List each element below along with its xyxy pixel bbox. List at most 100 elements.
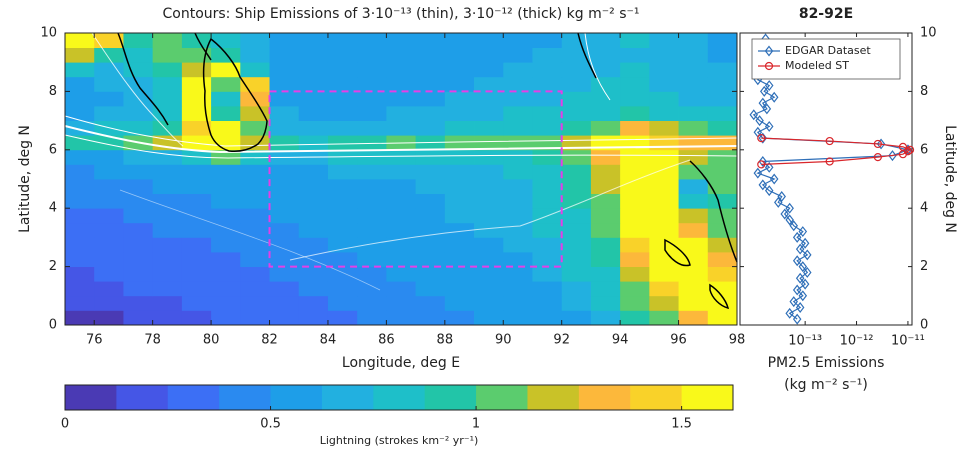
colorbar-frame [64, 384, 734, 411]
heatmap-cell [444, 179, 475, 194]
heatmap-cell [211, 193, 241, 209]
heatmap-cell [269, 208, 300, 224]
heatmap-cell [269, 76, 300, 92]
heatmap-cell [444, 164, 475, 180]
heatmap-cell [94, 62, 124, 78]
heatmap-cell [590, 164, 621, 180]
heatmap-cell [590, 149, 621, 165]
heatmap-cell [181, 135, 212, 151]
data-point [774, 196, 783, 208]
heatmap-cell [444, 62, 475, 78]
heatmap-cell [94, 208, 124, 224]
heatmap-cell [65, 106, 95, 121]
heatmap-cell [474, 310, 504, 326]
heatmap-cell [649, 222, 679, 238]
heatmap-cell [415, 33, 446, 48]
heatmap-cell [94, 222, 124, 238]
heatmap-cell [415, 237, 446, 253]
data-point [825, 157, 834, 166]
chart-title: 82-92E [799, 6, 853, 22]
heatmap-cell [211, 33, 241, 48]
heatmap-cell [298, 237, 329, 253]
heatmap-cell [94, 310, 124, 326]
heatmap-cell [503, 106, 533, 121]
data-point [789, 296, 799, 308]
y-tick-label: 10 [40, 26, 57, 41]
heatmap-cell [620, 295, 650, 311]
legend-marker [764, 45, 774, 57]
colorbar-tick-label: 1 [472, 417, 480, 432]
heatmap-cell [240, 33, 270, 48]
heatmap-cell [152, 33, 183, 48]
heatmap-cell [211, 62, 241, 78]
data-point [795, 302, 805, 313]
x-tick-label: 90 [495, 333, 512, 348]
heatmap-cell [532, 164, 563, 180]
heatmap-cell [532, 91, 563, 107]
x-tick-label: 94 [612, 333, 629, 348]
heatmap-cell [415, 164, 446, 180]
data-point [789, 220, 799, 232]
heatmap-cell [503, 208, 533, 224]
heatmap-cell [678, 281, 709, 297]
heatmap-cell [620, 252, 650, 267]
heatmap-cell [269, 164, 300, 180]
heatmap-cell [269, 193, 300, 209]
heatmap-cell [678, 91, 709, 107]
heatmap-cell [181, 164, 212, 180]
heatmap-cell [211, 208, 241, 224]
heatmap-cell [620, 310, 650, 326]
heatmap-cell [65, 295, 95, 311]
heatmap-cell [298, 281, 329, 297]
heatmap-cell [327, 222, 358, 238]
heatmap-cell [181, 33, 212, 48]
heatmap-cell [94, 237, 124, 253]
colorbar-tick-label: 0 [61, 417, 69, 432]
data-point [758, 132, 768, 144]
heatmap-cell [590, 62, 621, 78]
data-point [795, 272, 805, 284]
heatmap-cell [386, 120, 417, 136]
x-tick-label: 86 [378, 333, 395, 348]
heatmap-cell [211, 76, 241, 92]
heatmap-cell [474, 47, 504, 63]
heatmap-cell [298, 47, 329, 63]
colorbar-label: Lightning (strokes km⁻² yr⁻¹) [320, 434, 479, 447]
heatmap-cell [561, 222, 592, 238]
heatmap-cell [269, 91, 300, 107]
heatmap-cell [415, 106, 446, 121]
heatmap-cell [649, 120, 679, 136]
heatmap-cell [298, 135, 329, 151]
heatmap-cell [649, 47, 679, 63]
heatmap-cell [444, 91, 475, 107]
heatmap-cell [532, 193, 563, 209]
heatmap-cell [123, 252, 154, 267]
y-tick-label: 4 [920, 201, 928, 216]
heatmap-cell [415, 295, 446, 311]
heatmap-cell [211, 164, 241, 180]
heatmap-cell [678, 208, 709, 224]
heatmap-cell [152, 91, 183, 107]
heatmap-cell [620, 149, 650, 165]
heatmap-cell [269, 62, 300, 78]
heatmap-cell [211, 266, 241, 282]
heatmap-cell [386, 266, 417, 282]
heatmap-cell [94, 281, 124, 297]
heatmap-cell [503, 135, 533, 151]
x-tick-label: 80 [203, 333, 220, 348]
heatmap-cell [561, 266, 592, 282]
heatmap-cell [152, 106, 183, 121]
heatmap-cell [649, 310, 679, 326]
data-point [764, 185, 774, 197]
heatmap-cell [678, 164, 709, 180]
heatmap-cell [590, 295, 621, 311]
heatmap-cell [211, 106, 241, 121]
x-tick-label: 10⁻¹² [840, 334, 874, 349]
heatmap-cell [707, 47, 738, 63]
heatmap-cell [240, 62, 270, 78]
data-point [764, 161, 774, 173]
colorbar-tick-label: 1.5 [671, 417, 692, 432]
heatmap-cell [503, 310, 533, 326]
heatmap-cell [678, 106, 709, 121]
heatmap-cell [649, 252, 679, 267]
